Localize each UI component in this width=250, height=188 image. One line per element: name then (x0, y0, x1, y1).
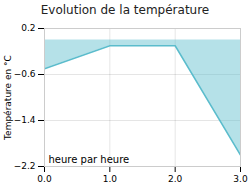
svg-text:0.0: 0.0 (37, 174, 52, 184)
svg-text:−2.2: −2.2 (14, 161, 36, 171)
svg-text:3.0: 3.0 (233, 174, 248, 184)
svg-text:2.0: 2.0 (168, 174, 183, 184)
svg-text:−0.6: −0.6 (14, 69, 36, 79)
html-text:Evolution de la température: Evolution de la température (40, 3, 210, 17)
svg-text:1.0: 1.0 (103, 174, 118, 184)
svg-text:0.2: 0.2 (21, 23, 35, 33)
svg-text:heure par heure: heure par heure (49, 154, 130, 165)
svg-text:Température en °C: Température en °C (3, 55, 13, 141)
svg-text:−1.4: −1.4 (14, 115, 36, 125)
